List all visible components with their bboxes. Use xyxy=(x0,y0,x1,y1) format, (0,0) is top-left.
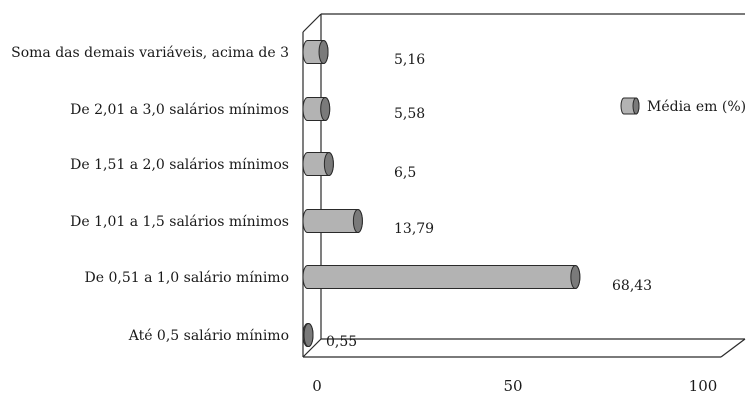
category-label: De 1,51 a 2,0 salários mínimos xyxy=(70,157,289,173)
category-label: Soma das demais variáveis, acima de 3 xyxy=(11,45,289,61)
bar-end-cap xyxy=(320,97,331,121)
bar[interactable] xyxy=(302,265,581,289)
data-label: 5,16 xyxy=(394,52,425,68)
bar[interactable] xyxy=(302,152,334,176)
data-label: 68,43 xyxy=(612,278,652,294)
x-tick-label: 100 xyxy=(689,377,718,395)
bar-end-cap xyxy=(570,265,581,289)
category-label: De 1,01 a 1,5 salários mínimos xyxy=(70,214,289,230)
bar-body xyxy=(302,265,581,289)
category-label: Até 0,5 salário mínimo xyxy=(128,328,289,344)
x-axis-ticks: 0 50 100 xyxy=(312,377,717,395)
top-left-edge xyxy=(302,13,322,33)
category-label: De 0,51 a 1,0 salário mínimo xyxy=(85,270,289,286)
bar-end-cap xyxy=(318,40,329,64)
data-label: 0,55 xyxy=(326,334,357,350)
bar-end-cap xyxy=(352,209,363,233)
legend-swatch-cap xyxy=(632,97,640,115)
data-label: 13,79 xyxy=(394,221,434,237)
data-label: 6,5 xyxy=(394,165,416,181)
legend[interactable]: Média em (%) xyxy=(620,97,746,115)
category-label: De 2,01 a 3,0 salários mínimos xyxy=(70,102,289,118)
bar[interactable] xyxy=(302,40,329,64)
chart-frame xyxy=(302,13,746,358)
x-tick-label: 50 xyxy=(503,377,522,395)
value-labels: 5,16 5,58 6,5 13,79 68,43 0,55 xyxy=(326,52,652,350)
bar[interactable] xyxy=(302,209,363,233)
bar-end-cap xyxy=(303,323,314,347)
data-label: 5,58 xyxy=(394,106,425,122)
bar-end-cap xyxy=(323,152,334,176)
legend-label: Média em (%) xyxy=(647,99,746,115)
legend-swatch xyxy=(620,97,640,115)
x-tick-label: 0 xyxy=(312,377,322,395)
bar[interactable] xyxy=(302,97,331,121)
bar[interactable] xyxy=(302,323,314,347)
floor-left-edge xyxy=(302,338,322,358)
category-labels: Soma das demais variáveis, acima de 3 De … xyxy=(11,45,289,344)
bars-group xyxy=(302,40,581,347)
floor-right-edge xyxy=(720,338,746,358)
